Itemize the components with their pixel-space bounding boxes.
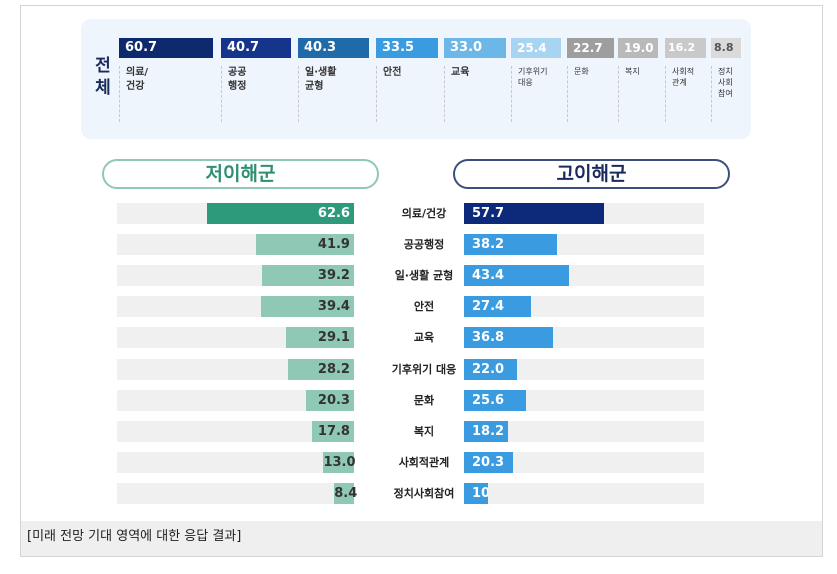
category-label-line: 사회 [718, 78, 733, 87]
overall-bar: 25.4 [511, 38, 561, 58]
overall-category-label: 의료/건강 [119, 66, 213, 122]
category-label: 의료/건강 [401, 207, 447, 220]
category-label: 안전 [413, 300, 435, 314]
category-label: 교육 [413, 331, 435, 345]
category-label-line: 균형 [305, 81, 324, 92]
low-bar: 29.1 [285, 327, 354, 349]
category-label: 문화 [413, 393, 435, 407]
high-bar: 43.4 [464, 265, 570, 287]
overall-category-label: 복지 [618, 66, 658, 122]
high-bar: 20.3 [464, 451, 514, 473]
high-bar: 25.6 [464, 389, 527, 411]
high-bar: 22.0 [464, 358, 518, 380]
category-label-line: 관계 [672, 78, 687, 87]
category-label: 정치사회참여 [393, 486, 455, 500]
category-label-line: 행정 [228, 81, 247, 92]
high-bar: 36.8 [464, 327, 554, 349]
low-bar: 20.3 [306, 389, 354, 411]
high-track [464, 358, 704, 380]
low-track [117, 451, 354, 473]
category-label-line: 정치 [718, 67, 733, 76]
category-label: 사회적관계 [398, 455, 450, 469]
category-label: 일·생활 균형 [394, 269, 454, 283]
low-bar: 39.2 [261, 265, 354, 287]
category-label: 기후위기 대응 [391, 362, 457, 376]
category-label-line: 공공 [228, 67, 247, 78]
category-label-line: 문화 [574, 67, 589, 76]
category-label-line: 의료/ [126, 67, 149, 78]
category-label-line: 복지 [625, 67, 640, 76]
high-bar: 38.2 [464, 234, 557, 256]
category-label-line: 교육 [451, 67, 470, 78]
low-bar: 62.6 [206, 203, 354, 224]
overall-bar: 60.7 [119, 38, 213, 58]
overall-bar: 22.7 [567, 38, 614, 58]
overall-bar: 40.3 [298, 38, 369, 58]
overall-category-label: 문화 [567, 66, 614, 122]
high-bar: 27.4 [464, 296, 531, 318]
overall-bar: 33.0 [444, 38, 506, 58]
low-bar: 17.8 [312, 420, 354, 442]
overall-bar: 16.2 [665, 38, 706, 58]
category-label-line: 참여 [718, 89, 733, 98]
low-track [117, 420, 354, 442]
category-label-line: 대응 [518, 78, 533, 87]
low-bar: 41.9 [255, 234, 354, 256]
low-bar: 28.2 [287, 358, 354, 380]
category-label: 복지 [413, 424, 435, 438]
high-track [464, 451, 704, 473]
high-bar: 57.7 [464, 203, 605, 224]
overall-bar: 33.5 [376, 38, 438, 58]
category-label-line: 기후위기 [518, 67, 548, 76]
high-track [464, 482, 704, 504]
figure-caption: [미래 전망 기대 영역에 대한 응답 결과] [21, 521, 822, 556]
high-bar: 10. [464, 482, 489, 504]
category-label-line: 건강 [126, 81, 145, 92]
overall-category-label: 안전 [376, 66, 438, 122]
overall-bar: 19.0 [618, 38, 658, 58]
low-bar: 39.4 [261, 296, 354, 318]
high-bar: 18.2 [464, 420, 509, 442]
category-label: 공공행정 [403, 238, 445, 252]
category-label-line: 사회적 [672, 67, 695, 76]
low-bar: 13.0 [323, 451, 356, 473]
low-understanding-header: 저이해군 [102, 159, 379, 189]
category-label-line: 일·생활 [305, 67, 337, 78]
low-bar: 8.4 [334, 482, 357, 504]
low-track [117, 482, 354, 504]
overall-bar: 40.7 [221, 38, 291, 58]
category-label-line: 안전 [383, 67, 402, 78]
overall-category-label: 교육 [444, 66, 506, 122]
overall-title: 전체 [95, 56, 111, 98]
low-track [117, 389, 354, 411]
overall-bar: 8.8 [711, 38, 741, 58]
high-understanding-header: 고이해군 [453, 159, 730, 189]
high-track [464, 420, 704, 442]
